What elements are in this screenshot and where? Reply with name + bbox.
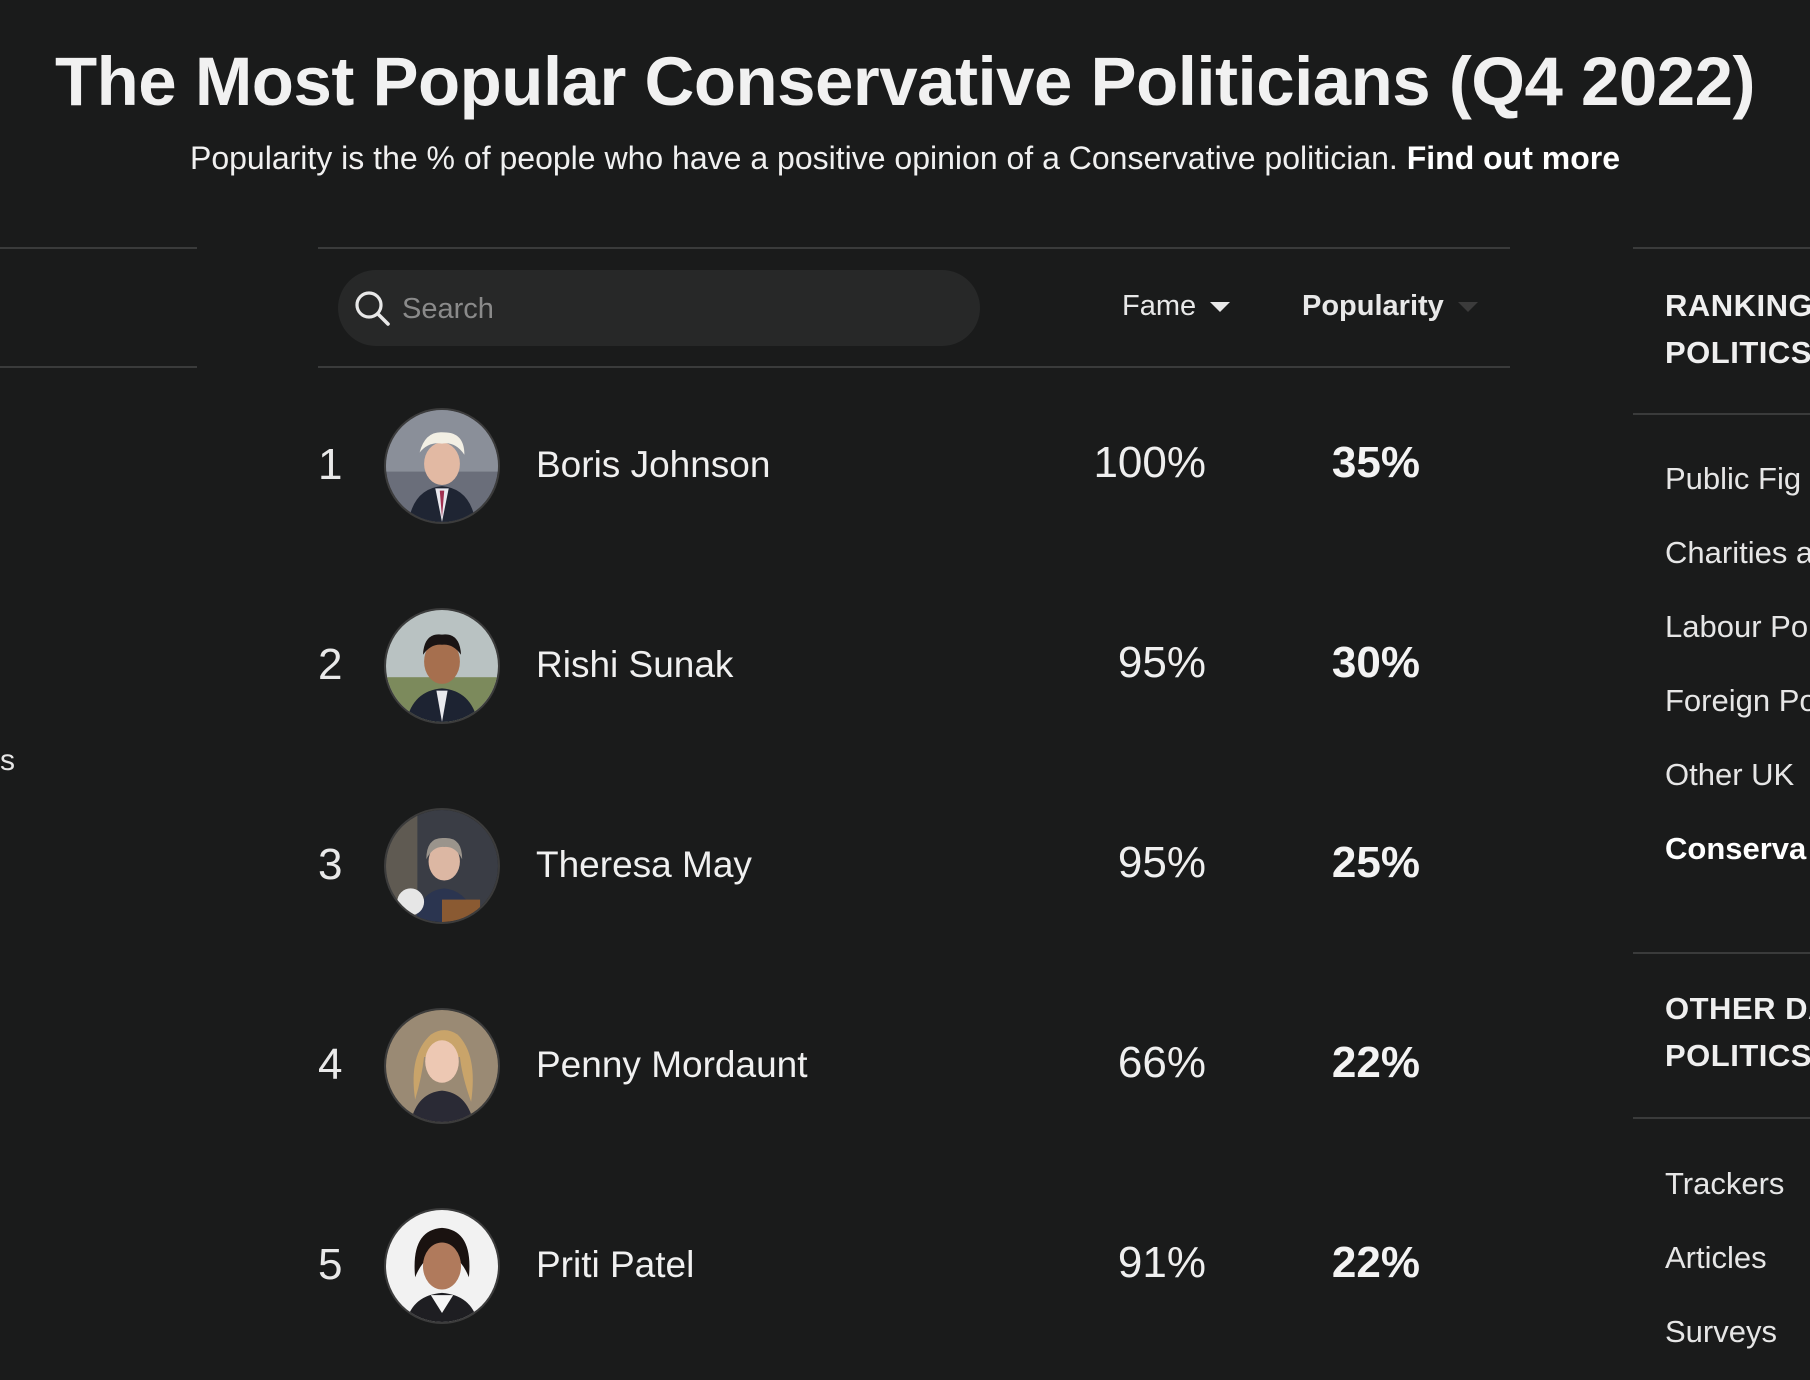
other-heading-line1: OTHER DA [1665, 991, 1810, 1026]
avatar [384, 608, 500, 724]
sort-popularity-label: Popularity [1302, 290, 1444, 322]
sort-fame-button[interactable]: Fame [1122, 286, 1231, 326]
rankings-heading-line2: POLITICS [1665, 335, 1810, 370]
avatar-photo [386, 410, 498, 522]
sidebar-item-articles[interactable]: Articles [1665, 1240, 1767, 1275]
politician-name: Penny Mordaunt [536, 1044, 808, 1085]
search-input[interactable] [400, 270, 964, 348]
politician-name: Rishi Sunak [536, 644, 734, 685]
sidebar-item-conservative[interactable]: Conserva [1665, 831, 1807, 866]
search-icon [355, 291, 390, 326]
rank-number: 1 [318, 440, 343, 489]
popularity-value: 22% [1331, 1038, 1420, 1087]
avatar-photo [386, 1010, 498, 1122]
avatar [384, 808, 500, 924]
rank-number: 3 [318, 840, 343, 889]
avatar-photo [386, 810, 498, 922]
sidebar-divider [1633, 247, 1810, 249]
table-row[interactable]: 2 Rishi Sunak 95% 30% [318, 568, 1510, 768]
rank-number: 5 [318, 1240, 343, 1289]
left-divider-bottom [0, 366, 197, 368]
sidebar-item-surveys[interactable]: Surveys [1665, 1314, 1777, 1349]
fame-value: 100% [1093, 438, 1206, 487]
sidebar-item-trackers[interactable]: Trackers [1665, 1166, 1785, 1201]
table-divider-top [318, 247, 1510, 249]
politician-name: Theresa May [536, 844, 752, 885]
table-row[interactable]: 1 Boris Johnson 100% 35% [318, 368, 1510, 568]
subtitle-text: Popularity is the % of people who have a… [189, 140, 1398, 176]
rank-number: 2 [318, 640, 343, 689]
avatar-photo [386, 1210, 498, 1322]
sidebar-item-public-figures[interactable]: Public Fig [1665, 461, 1802, 496]
popularity-value: 22% [1331, 1238, 1420, 1287]
page-title: The Most Popular Conservative Politician… [54, 43, 1756, 120]
other-heading-line2: POLITICS [1665, 1038, 1810, 1073]
sidebar-item-charities[interactable]: Charities a [1665, 535, 1810, 570]
sidebar-divider [1633, 413, 1810, 415]
avatar [384, 408, 500, 524]
rankings-heading: RANKING POLITICS [1665, 282, 1810, 376]
find-out-more-link[interactable]: Find out more [1406, 140, 1621, 176]
other-data-heading: OTHER DA POLITICS [1665, 985, 1810, 1079]
left-divider-top [0, 247, 197, 249]
table-row[interactable]: 4 Penny Mordaunt 66% 22% [318, 968, 1510, 1168]
table-row[interactable]: 3 Theresa May 95% 25% [318, 768, 1510, 968]
sidebar-divider [1633, 952, 1810, 954]
fame-value: 95% [1117, 638, 1206, 687]
avatar-photo [386, 610, 498, 722]
avatar [384, 1008, 500, 1124]
sort-popularity-button[interactable]: Popularity [1302, 286, 1478, 326]
chevron-down-icon [1457, 302, 1478, 313]
politician-name: Boris Johnson [536, 444, 771, 485]
sidebar-divider [1633, 1117, 1810, 1119]
page-subtitle: Popularity is the % of people who have a… [0, 138, 1810, 178]
sort-fame-label: Fame [1122, 290, 1197, 322]
popularity-value: 35% [1331, 438, 1420, 487]
avatar [384, 1208, 500, 1324]
table-divider-bottom [318, 366, 1510, 368]
popularity-value: 25% [1331, 838, 1420, 887]
politician-name: Priti Patel [536, 1244, 695, 1285]
fame-value: 95% [1117, 838, 1206, 887]
sidebar-item-foreign-politicians[interactable]: Foreign Po [1665, 683, 1810, 718]
fame-value: 91% [1117, 1238, 1206, 1287]
rank-number: 4 [318, 1040, 343, 1089]
fame-value: 66% [1117, 1038, 1206, 1087]
search-box[interactable] [338, 270, 980, 348]
sidebar-item-labour-politicians[interactable]: Labour Po [1665, 609, 1809, 644]
table-row[interactable]: 5 Priti Patel 91% 22% [318, 1168, 1510, 1368]
rankings-heading-line1: RANKING [1665, 288, 1810, 323]
sidebar-item-other-uk[interactable]: Other UK [1665, 757, 1795, 792]
left-stub-text[interactable]: s [0, 744, 15, 777]
chevron-down-icon [1210, 302, 1231, 313]
popularity-value: 30% [1331, 638, 1420, 687]
